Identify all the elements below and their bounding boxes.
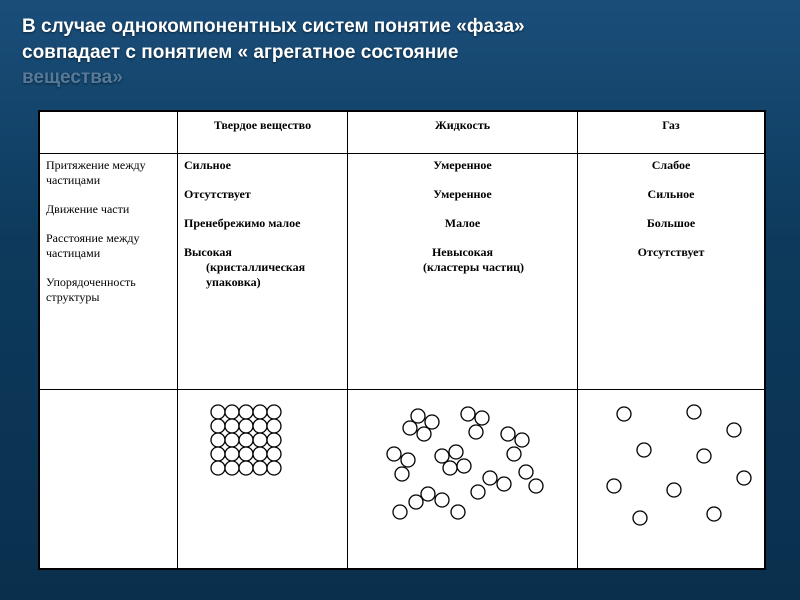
diagram-row: [40, 390, 765, 569]
label-order: Упорядоченность структуры: [46, 275, 171, 305]
title-line3: вещества»: [22, 67, 123, 88]
liquid-order-sub: (кластеры частиц): [354, 260, 571, 275]
solid-order-sub: (кристаллическая упаковка): [184, 260, 341, 290]
liquid-order-block: Невысокая (кластеры частиц): [354, 245, 571, 275]
liquid-attraction: Умеренное: [354, 158, 571, 173]
liquid-distance: Малое: [354, 216, 571, 231]
gas-distance: Большое: [584, 216, 758, 231]
gas-motion: Сильное: [584, 187, 758, 202]
diagram-liquid-cell: [348, 390, 578, 569]
table-body-row: Притяжение между частицами Движение част…: [40, 154, 765, 390]
solid-particles-icon: [188, 394, 338, 534]
diagram-solid-cell: [178, 390, 348, 569]
slide: В случае однокомпонентных систем понятие…: [0, 0, 800, 600]
diagram-blank: [40, 390, 178, 569]
solid-motion: Отсутствует: [184, 187, 341, 202]
col-gas: Слабое Сильное Большое Отсутствует: [578, 154, 765, 390]
col-solid: Сильное Отсутствует Пренебрежимо малое В…: [178, 154, 348, 390]
row-labels: Притяжение между частицами Движение част…: [40, 154, 178, 390]
table-sheet: Твердое вещество Жидкость Газ Притяжение…: [38, 110, 766, 570]
slide-title: В случае однокомпонентных систем понятие…: [0, 0, 800, 99]
title-line1: В случае однокомпонентных систем понятие…: [22, 16, 525, 37]
label-attraction: Притяжение между частицами: [46, 158, 171, 188]
header-liquid: Жидкость: [348, 112, 578, 154]
label-distance: Расстояние между частицами: [46, 231, 171, 261]
solid-distance: Пренебрежимо малое: [184, 216, 341, 231]
header-gas: Газ: [578, 112, 765, 154]
title-line2: совпадает с понятием « агрегатное состоя…: [22, 42, 458, 63]
liquid-particles-icon: [358, 394, 568, 534]
states-table: Твердое вещество Жидкость Газ Притяжение…: [39, 111, 765, 569]
col-liquid: Умеренное Умеренное Малое Невысокая (кла…: [348, 154, 578, 390]
liquid-motion: Умеренное: [354, 187, 571, 202]
liquid-order: Невысокая: [432, 245, 493, 259]
table-header-row: Твердое вещество Жидкость Газ: [40, 112, 765, 154]
gas-attraction: Слабое: [584, 158, 758, 173]
diagram-gas-cell: [578, 390, 765, 569]
solid-order-block: Высокая (кристаллическая упаковка): [184, 245, 341, 290]
header-blank: [40, 112, 178, 154]
gas-particles-icon: [584, 394, 764, 534]
solid-order: Высокая: [184, 245, 232, 259]
solid-attraction: Сильное: [184, 158, 341, 173]
label-motion: Движение части: [46, 202, 171, 217]
gas-order: Отсутствует: [584, 245, 758, 260]
header-solid: Твердое вещество: [178, 112, 348, 154]
